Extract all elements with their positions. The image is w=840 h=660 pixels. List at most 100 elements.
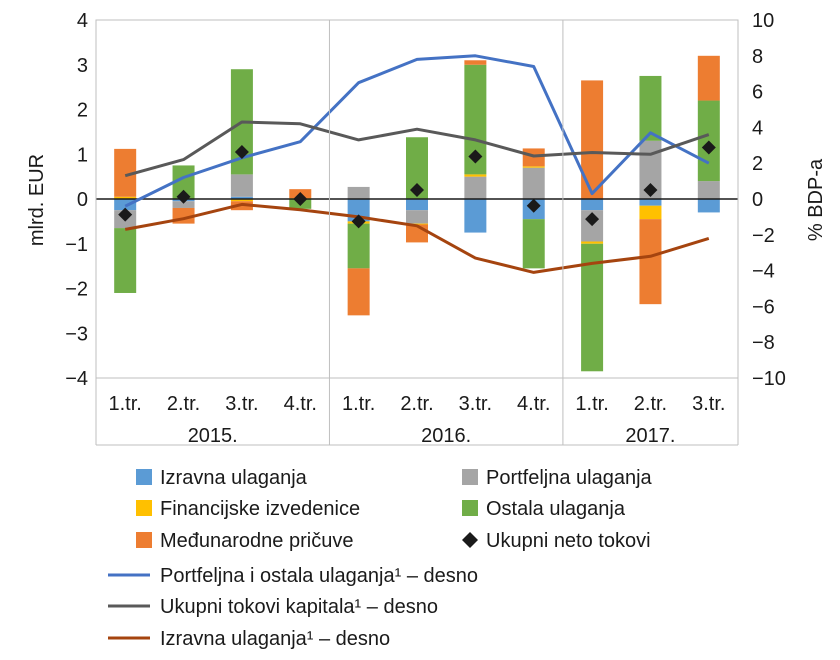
category-label: 3.tr. — [692, 393, 725, 415]
net-flow-marker — [118, 207, 133, 222]
legend-swatch — [462, 500, 478, 516]
plot-frame — [95, 19, 739, 379]
bar-segment — [464, 60, 487, 65]
right-axis-title: % BDP-a — [805, 158, 827, 241]
year-label: 2015. — [188, 425, 238, 447]
bar-segment — [522, 167, 545, 199]
bar-segment — [464, 199, 487, 233]
legend-swatch — [136, 532, 152, 548]
net-flow-marker — [643, 183, 658, 198]
bar-segment — [347, 186, 370, 199]
bar-segment — [639, 205, 662, 220]
bar-segment — [697, 199, 720, 213]
legend-label: Izravna ulaganja¹ – desno — [160, 628, 390, 650]
left-tick-label: −4 — [65, 368, 88, 390]
bar-segment — [464, 174, 487, 177]
bar-segment — [347, 223, 370, 269]
right-tick-label: −2 — [752, 225, 775, 247]
bar-segment — [406, 199, 428, 211]
bar-segment — [230, 174, 253, 197]
bar-segment — [172, 201, 195, 208]
legend-label: Izravna ulaganja — [160, 467, 308, 489]
category-label: 2.tr. — [400, 393, 433, 415]
bar-segment — [172, 165, 195, 199]
net-flow-marker — [701, 140, 716, 155]
net-flow-marker — [234, 145, 249, 160]
legend-swatch — [462, 469, 478, 485]
bar-segment — [464, 64, 487, 175]
legend-label: Portfeljna ulaganja — [486, 467, 653, 489]
category-label: 2.tr. — [167, 393, 200, 415]
series-line — [124, 120, 710, 178]
bar-segment — [464, 176, 487, 199]
bar-segment — [230, 196, 253, 199]
right-tick-label: −4 — [752, 261, 775, 283]
category-label: 3.tr. — [459, 393, 492, 415]
category-label: 2.tr. — [634, 393, 667, 415]
category-label: 3.tr. — [225, 393, 258, 415]
legend-label: Međunarodne pričuve — [160, 530, 353, 552]
bar-segment — [114, 148, 137, 197]
bar-segment — [697, 55, 720, 101]
legend-label: Ukupni tokovi kapitala¹ – desno — [160, 596, 438, 618]
category-label: 4.tr. — [284, 393, 317, 415]
bar-segment — [114, 196, 137, 199]
bar-segment — [114, 228, 137, 293]
bar-segment — [581, 199, 604, 211]
right-tick-label: −8 — [752, 332, 775, 354]
bar-segment — [230, 199, 253, 202]
legend-label: Ukupni neto tokovi — [486, 530, 651, 552]
legend-label: Portfeljna i ostala ulaganja¹ – desno — [160, 565, 478, 587]
legend-label: Ostala ulaganja — [486, 498, 626, 520]
left-tick-label: −2 — [65, 279, 88, 301]
bar-segment — [639, 75, 662, 141]
net-flow-marker — [293, 192, 308, 206]
bar-segment — [639, 199, 662, 206]
left-tick-label: 0 — [77, 189, 88, 211]
legend-label: Financijske izvedenice — [160, 498, 360, 520]
bar-segment — [522, 219, 545, 269]
net-flow-marker — [526, 198, 541, 213]
legend-swatch — [136, 500, 152, 516]
left-tick-label: 1 — [77, 144, 88, 166]
year-label: 2016. — [421, 425, 471, 447]
net-flow-marker — [468, 149, 483, 164]
net-flow-marker — [176, 189, 191, 204]
series-line — [124, 202, 710, 274]
series-line — [124, 54, 710, 208]
left-tick-label: 4 — [77, 10, 88, 32]
bar-segment — [581, 241, 604, 244]
bar-segment — [581, 243, 604, 372]
year-label: 2017. — [625, 425, 675, 447]
left-axis-title: mlrd. EUR — [26, 154, 48, 246]
right-tick-label: 10 — [752, 10, 774, 32]
right-tick-label: 2 — [752, 153, 763, 175]
plot-area — [96, 54, 738, 372]
legend-swatch — [136, 469, 152, 485]
right-tick-label: −10 — [752, 368, 786, 390]
left-tick-label: −3 — [65, 323, 88, 345]
bar-segment — [639, 219, 662, 305]
left-tick-label: −1 — [65, 234, 88, 256]
category-label: 1.tr. — [575, 393, 608, 415]
legend-diamond-icon — [462, 532, 478, 548]
bar-segment — [697, 181, 720, 199]
category-label: 4.tr. — [517, 393, 550, 415]
category-label: 1.tr. — [342, 393, 375, 415]
category-label: 1.tr. — [109, 393, 142, 415]
right-tick-label: 0 — [752, 189, 763, 211]
left-tick-label: 3 — [77, 55, 88, 77]
net-flow-marker — [410, 183, 424, 198]
bar-segment — [406, 223, 428, 225]
net-flow-marker — [351, 214, 366, 229]
bar-segment — [406, 210, 428, 224]
right-tick-label: 4 — [752, 117, 763, 139]
bar-segment — [406, 137, 428, 199]
right-tick-label: 8 — [752, 46, 763, 68]
right-tick-label: 6 — [752, 82, 763, 104]
net-flow-marker — [585, 212, 600, 227]
bar-segment — [581, 80, 604, 199]
right-tick-label: −6 — [752, 296, 775, 318]
